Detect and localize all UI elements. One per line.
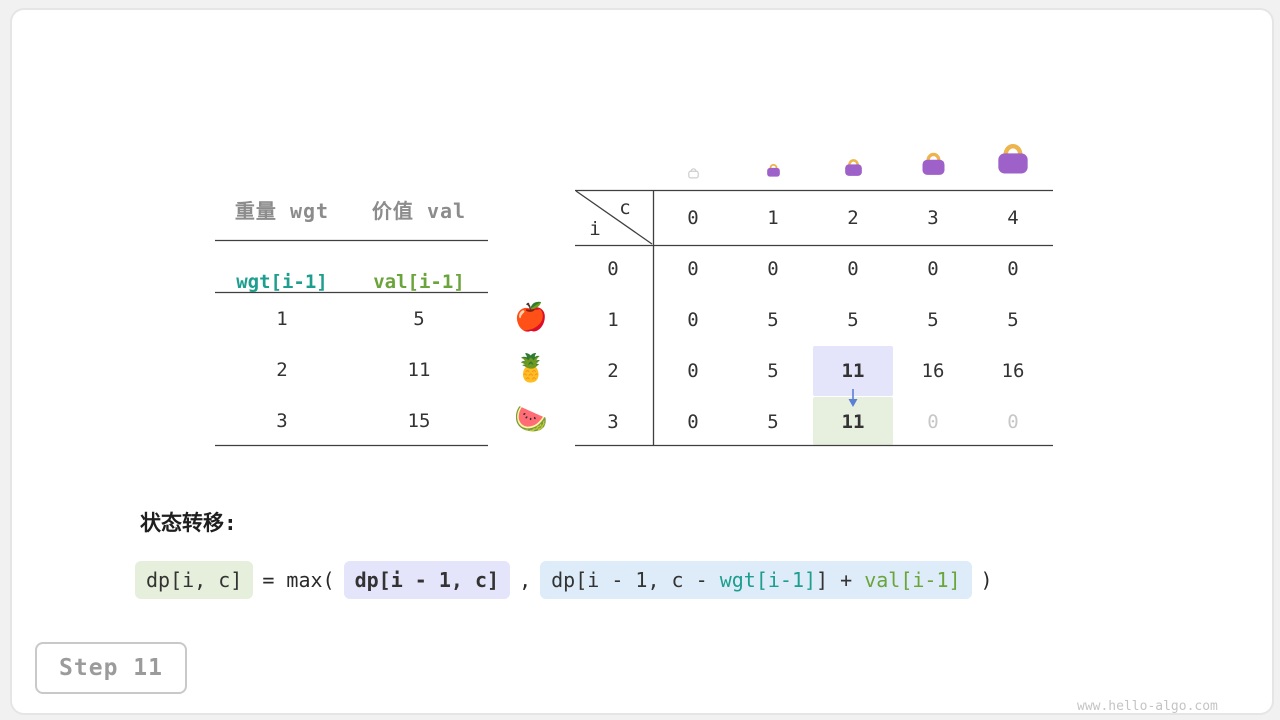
dp-row-label: 0 xyxy=(607,258,619,280)
dp-col-header: 1 xyxy=(767,207,779,229)
bag-icon-capacity-1 xyxy=(767,163,780,177)
weights-value: 1 xyxy=(276,308,288,330)
formula-arg2-head: dp[i - 1, c - xyxy=(551,568,720,592)
dp-cell: 5 xyxy=(847,309,859,331)
dp-corner-col-label: c xyxy=(619,197,631,219)
weights-value: 5 xyxy=(413,308,425,330)
formula-close: ) xyxy=(980,568,993,592)
watermark: www.hello-algo.com xyxy=(1077,699,1218,714)
formula-equals: = max( xyxy=(262,568,335,592)
transition-arrow-icon xyxy=(848,389,858,407)
weights-value: 2 xyxy=(276,359,288,381)
dp-cell: 5 xyxy=(927,309,939,331)
weights-value: 3 xyxy=(276,410,288,432)
dp-row-label: 2 xyxy=(607,360,619,382)
dp-cell-target: 11 xyxy=(841,411,865,433)
bag-icon-capacity-2 xyxy=(845,159,862,176)
transition-heading: 状态转移: xyxy=(140,511,237,535)
dp-cell-pending: 0 xyxy=(927,411,939,433)
bag-ghost-icon xyxy=(688,168,699,179)
formula-lhs: dp[i, c] xyxy=(135,561,254,599)
dp-highlight-source-cell xyxy=(813,346,893,396)
formula-arg2-wgt: wgt[i-1] xyxy=(719,568,817,592)
dp-row-label: 1 xyxy=(607,309,619,331)
watermelon-icon: 🍉 xyxy=(514,404,548,435)
bag-icon-capacity-4 xyxy=(998,144,1028,174)
bag-icon-capacity-3 xyxy=(922,152,945,175)
weights-col-header-val: 价值 val xyxy=(371,199,467,223)
dp-col-header: 3 xyxy=(927,207,939,229)
pineapple-icon: 🍍 xyxy=(514,353,548,384)
formula-arg2-val: val[i-1] xyxy=(864,568,961,592)
dp-cell: 16 xyxy=(921,360,945,382)
dp-col-header: 2 xyxy=(847,207,859,229)
weights-value: 15 xyxy=(407,410,431,432)
dp-corner-row-label: i xyxy=(589,218,601,240)
dp-cell: 0 xyxy=(687,360,699,382)
dp-cell: 5 xyxy=(1007,309,1019,331)
dp-cell: 5 xyxy=(767,360,779,382)
dp-col-header: 0 xyxy=(687,207,699,229)
step-indicator: Step 11 xyxy=(35,642,187,694)
weights-value: 11 xyxy=(407,359,431,381)
weights-symbol-wgt: wgt[i-1] xyxy=(236,271,328,293)
dp-cell: 16 xyxy=(1001,360,1025,382)
dp-cell: 5 xyxy=(767,309,779,331)
transition-formula: dp[i, c] = max( dp[i - 1, c] , dp[i - 1,… xyxy=(135,561,1002,599)
step-label: Step 11 xyxy=(59,655,163,681)
dp-row-label: 3 xyxy=(607,411,619,433)
dp-cell: 5 xyxy=(767,411,779,433)
formula-comma: , xyxy=(519,568,532,592)
dp-cell: 0 xyxy=(767,258,779,280)
dp-cell-pending: 0 xyxy=(1007,411,1019,433)
dp-cell: 0 xyxy=(1007,258,1019,280)
weights-col-header-wgt: 重量 wgt xyxy=(234,199,330,223)
formula-arg1: dp[i - 1, c] xyxy=(343,561,511,599)
dp-cell: 0 xyxy=(847,258,859,280)
weights-symbol-val: val[i-1] xyxy=(373,271,465,293)
dp-cell: 0 xyxy=(687,309,699,331)
apple-icon: 🍎 xyxy=(514,302,548,333)
dp-cell-source: 11 xyxy=(841,360,865,382)
formula-arg2: dp[i - 1, c - wgt[i-1]] + val[i-1] xyxy=(540,561,972,599)
formula-arg2-join: ] + xyxy=(816,568,865,592)
dp-col-header: 4 xyxy=(1007,207,1019,229)
dp-cell: 0 xyxy=(687,411,699,433)
dp-cell: 0 xyxy=(927,258,939,280)
dp-cell: 0 xyxy=(687,258,699,280)
